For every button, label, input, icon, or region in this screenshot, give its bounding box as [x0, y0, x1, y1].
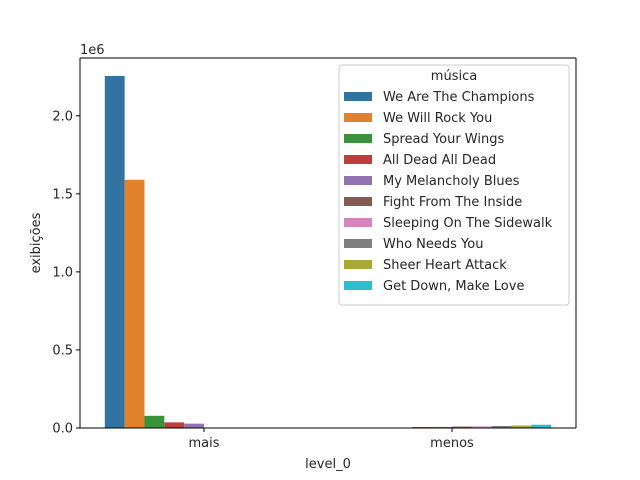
- legend-entry: Get Down, Make Love: [383, 279, 524, 294]
- axes-group: 0.0 0.5 1.0 1.5 2.0 mais menos: [52, 57, 577, 451]
- legend-entry: Sheer Heart Attack: [383, 258, 507, 273]
- legend-frame: [338, 64, 570, 306]
- bar-menos-7: [491, 425, 512, 428]
- legend-entry: We Are The Champions: [383, 90, 535, 105]
- legend-swatch: [344, 197, 372, 206]
- y-offset-text: 1e6: [80, 43, 105, 58]
- legend-entry: Spread Your Wings: [383, 132, 504, 147]
- legend-swatch: [344, 281, 372, 290]
- bar-mais-0: [104, 75, 125, 428]
- y-tick-label: 0.0: [52, 422, 73, 437]
- legend-entry: We Will Rock You: [383, 111, 492, 126]
- y-tick-label: 1.5: [52, 187, 73, 202]
- legend-swatch: [344, 239, 372, 248]
- legend-swatch: [344, 260, 372, 269]
- legend-entry: Fight From The Inside: [383, 195, 522, 210]
- y-tick-label: 1.0: [52, 265, 73, 280]
- legend-entry: All Dead All Dead: [383, 153, 496, 168]
- legend-swatch: [344, 92, 372, 101]
- legend-swatch: [344, 113, 372, 122]
- bar-menos-6: [471, 426, 492, 428]
- x-tick-label: mais: [188, 436, 219, 451]
- bar-menos-4: [432, 426, 452, 428]
- legend-swatch: [344, 218, 372, 227]
- legend-swatch: [344, 176, 372, 185]
- legend-entry: My Melancholy Blues: [383, 174, 520, 189]
- legend-entry: Who Needs You: [383, 237, 483, 252]
- bar-mais-4: [184, 423, 204, 428]
- legend: música We Are The Champions We Will Rock Y…: [338, 64, 570, 306]
- bar-menos-8: [511, 425, 532, 428]
- y-axis-label: exibições: [29, 212, 44, 273]
- y-tick-label: 2.0: [52, 109, 73, 124]
- y-tick-label: 0.5: [52, 343, 73, 358]
- x-axis-label: level_0: [305, 457, 351, 472]
- legend-entry: Sleeping On The Sidewalk: [383, 216, 553, 231]
- bar-mais-1: [124, 179, 145, 428]
- legend-title: música: [431, 69, 477, 84]
- legend-swatch: [344, 134, 372, 143]
- bar-menos-9: [531, 424, 552, 428]
- bar-menos-5: [452, 426, 472, 428]
- bars-group: [104, 75, 552, 428]
- legend-swatch: [344, 155, 372, 164]
- bar-mais-3: [164, 422, 185, 428]
- x-tick-label: menos: [430, 436, 474, 451]
- bar-mais-2: [144, 415, 165, 428]
